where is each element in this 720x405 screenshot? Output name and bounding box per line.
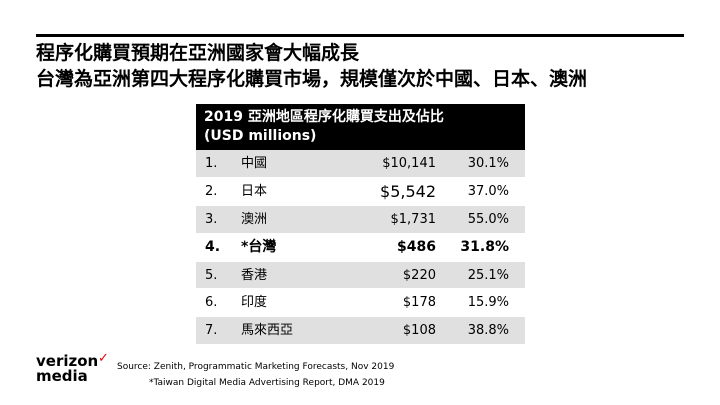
table-row: 2. 日本 $5,542 37.0% [196, 178, 525, 206]
check-icon: ✓ [98, 351, 109, 366]
table-row: 1. 中國 $10,141 30.1% [196, 150, 525, 178]
logo-line-1: verizon [36, 352, 99, 370]
row-rank: 7. [205, 323, 218, 339]
row-rank: 1. [205, 156, 218, 171]
row-share: 38.8% [467, 323, 509, 339]
table-row: 7. 馬來西亞 $108 38.8% [196, 317, 525, 346]
row-country: 澳洲 [241, 211, 268, 227]
row-share: 15.9% [467, 295, 509, 311]
row-rank: 3. [205, 211, 218, 227]
row-share: 55.0% [467, 211, 509, 227]
row-country: 馬來西亞 [241, 323, 294, 339]
footnote: *Taiwan Digital Media Advertising Report… [149, 378, 385, 388]
table-row: 6. 印度 $178 15.9% [196, 289, 525, 318]
row-value: $10,141 [382, 156, 436, 171]
spend-table: 2019 亞洲地區程序化購買支出及佔比 (USD millions) 1. 中國… [196, 104, 525, 346]
source-note: Source: Zenith, Programmatic Marketing F… [117, 362, 395, 372]
row-share: 30.1% [467, 156, 509, 171]
table-unit: (USD millions) [204, 128, 317, 144]
row-value: $486 [397, 238, 436, 255]
table-header: 2019 亞洲地區程序化購買支出及佔比 (USD millions) [196, 104, 525, 150]
table-row-highlight: 4. *台灣 $486 31.8% [196, 234, 525, 262]
row-country: 日本 [241, 183, 268, 199]
page-title: 程序化購買預期在亞洲國家會大幅成長 [36, 42, 360, 64]
row-value: $108 [402, 323, 436, 339]
row-rank: 6. [205, 295, 218, 311]
row-country: 印度 [241, 295, 268, 311]
row-share: 31.8% [460, 238, 509, 255]
logo-line-2: media [36, 367, 88, 385]
table-row: 5. 香港 $220 25.1% [196, 261, 525, 290]
top-rule [36, 34, 684, 37]
page-subtitle: 台灣為亞洲第四大程序化購買市場，規模僅次於中國、日本、澳洲 [36, 68, 588, 90]
table-title: 2019 亞洲地區程序化購買支出及佔比 [204, 109, 444, 125]
row-value: $220 [402, 267, 436, 283]
row-rank: 2. [205, 183, 218, 199]
row-rank: 4. [205, 238, 221, 255]
row-value: $178 [402, 295, 436, 311]
table-row: 3. 澳洲 $1,731 55.0% [196, 205, 525, 234]
row-value: $5,542 [380, 181, 436, 201]
row-country: 香港 [241, 267, 268, 283]
row-rank: 5. [205, 267, 218, 283]
row-share: 25.1% [467, 267, 509, 283]
row-value: $1,731 [390, 211, 437, 227]
row-country: 中國 [241, 156, 268, 171]
row-share: 37.0% [467, 183, 509, 199]
row-country: *台灣 [241, 238, 277, 255]
verizon-media-logo: verizon ✓ media [36, 351, 109, 385]
